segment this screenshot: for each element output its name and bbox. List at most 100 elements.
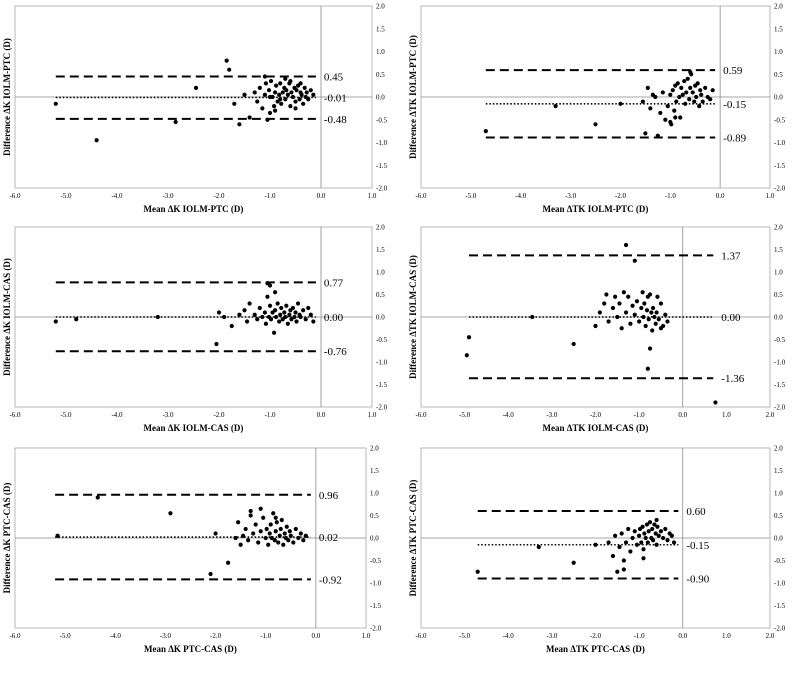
data-point	[298, 314, 303, 320]
data-point	[255, 99, 260, 104]
data-point	[597, 310, 602, 315]
data-point	[193, 85, 199, 90]
y-tick-label: 0.5	[774, 291, 783, 299]
data-point	[298, 81, 303, 86]
x-tick-label: 0.0	[317, 192, 326, 200]
line-value-label: -1.36	[721, 373, 744, 385]
data-point	[619, 326, 624, 331]
x-tick-label: 1.0	[368, 411, 377, 419]
data-point	[618, 101, 623, 106]
data-point	[252, 90, 257, 95]
x-tick-label: 1.0	[766, 192, 775, 200]
data-point	[242, 308, 247, 313]
data-point	[695, 81, 700, 86]
y-tick-label: 1.5	[376, 25, 385, 33]
data-point	[252, 312, 257, 317]
data-point	[292, 314, 297, 320]
line-value-label: 0.02	[319, 532, 338, 544]
data-point	[464, 353, 469, 358]
x-tick-label: 2.0	[766, 411, 775, 419]
data-point	[670, 88, 675, 93]
line-value-label: 0.77	[324, 277, 344, 289]
data-point	[663, 117, 668, 122]
x-tick-label: -3.0	[546, 632, 558, 640]
data-point	[301, 308, 306, 313]
data-point	[283, 97, 288, 102]
data-point	[265, 117, 270, 122]
data-point	[248, 513, 253, 518]
data-point	[297, 97, 302, 102]
data-point	[668, 119, 673, 125]
data-point	[276, 540, 281, 545]
data-point	[273, 529, 278, 534]
data-point	[571, 560, 576, 565]
data-point	[258, 506, 263, 511]
data-point	[617, 301, 622, 306]
y-tick-label: 0.0	[774, 535, 783, 543]
line-value-label: 0.60	[686, 506, 706, 518]
y-tick-label: -1.0	[774, 139, 786, 147]
data-point	[615, 314, 620, 320]
data-point	[285, 321, 290, 326]
y-tick-label: -0.5	[376, 116, 388, 124]
data-point	[623, 540, 629, 545]
data-point	[247, 301, 252, 306]
x-tick-label: -3.0	[162, 192, 174, 200]
y-tick-label: -0.5	[774, 336, 786, 344]
y-tick-label: 1.0	[774, 48, 783, 56]
x-tick-label: -2.0	[615, 192, 627, 200]
data-point	[655, 524, 660, 529]
data-point	[632, 529, 637, 534]
data-point	[643, 535, 648, 541]
data-point	[251, 531, 256, 536]
data-point	[284, 303, 289, 308]
x-tick-label: -3.0	[160, 632, 172, 640]
data-point	[258, 529, 263, 534]
y-tick-label: -2.0	[774, 185, 786, 193]
data-point	[265, 294, 270, 299]
data-point	[610, 305, 616, 311]
data-point	[678, 115, 683, 120]
data-point	[571, 341, 576, 347]
y-tick-label: 1.0	[376, 48, 385, 56]
x-tick-label: -4.0	[503, 411, 515, 419]
x-tick-label: -5.0	[465, 192, 477, 200]
data-point	[654, 517, 659, 523]
chart-panel-3: -6.0 -5.0 -4.0 -3.0 -2.0 -1.0 0.0 1.0 2.0 1.5 1.0 0…	[2, 224, 388, 434]
y-tick-label: 0.5	[376, 291, 385, 299]
x-tick-label: -3.0	[546, 411, 558, 419]
data-point	[290, 305, 296, 311]
data-point	[663, 526, 668, 532]
y-tick-label: -1.5	[376, 162, 388, 170]
data-point	[237, 122, 242, 127]
chart-panel-4: -6.0 -5.0 -4.0 -3.0 -2.0 -1.0 0.0 1.0 2.0 2.0 1.5 1…	[408, 224, 786, 434]
chart-panel-1: -6.0 -5.0 -4.0 -3.0 -2.0 -1.0 0.0 1.0 2.0 1.5 1.0 0…	[2, 3, 388, 215]
data-point	[639, 540, 644, 545]
data-point	[286, 538, 291, 543]
line-value-label: 0.00	[324, 312, 344, 324]
data-point	[241, 533, 246, 538]
data-point	[710, 88, 715, 93]
x-tick-label: -6.0	[415, 192, 427, 200]
x-tick-label: -1.0	[665, 192, 677, 200]
data-point	[267, 303, 273, 308]
data-point	[632, 258, 637, 263]
chart-panel-5: -6.0 -5.0 -4.0 -3.0 -2.0 -1.0 0.0 1.0 2.0 1.5 1.0 0…	[2, 445, 382, 655]
x-tick-label: -6.0	[415, 411, 427, 419]
data-point	[277, 92, 282, 97]
data-point	[280, 90, 285, 95]
data-point	[671, 540, 677, 545]
data-point	[267, 283, 273, 288]
data-point	[268, 522, 273, 527]
y-tick-label: 2.0	[774, 224, 783, 232]
y-axis-title: Difference ΔTK IOLM-PTC (D)	[408, 35, 418, 159]
data-point	[271, 330, 277, 335]
data-point	[647, 346, 653, 351]
data-point	[294, 319, 299, 324]
x-tick-label: 1.0	[362, 632, 371, 640]
y-tick-label: 0.0	[370, 535, 379, 543]
x-tick-label: -5.0	[60, 192, 72, 200]
data-point	[621, 567, 626, 572]
x-tick-label: -6.0	[415, 632, 427, 640]
x-tick-label: -1.0	[264, 411, 276, 419]
